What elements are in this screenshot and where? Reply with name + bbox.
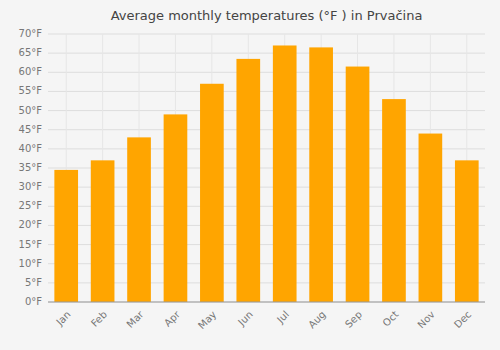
grid-line-y: [48, 110, 485, 111]
x-tick-label: Feb: [89, 309, 109, 329]
bar: [164, 114, 188, 302]
y-tick-label: 0°F: [25, 296, 42, 307]
x-tick-label: Aug: [306, 309, 328, 331]
y-tick-label: 25°F: [19, 200, 43, 211]
x-tick-label: Jan: [53, 309, 72, 328]
x-tick-labels: Jan Feb Mar Apr May Jun Jul Aug Sep Oct Nov Dec: [53, 308, 473, 331]
grid-line-y: [48, 53, 485, 54]
y-tick-label: 40°F: [19, 143, 43, 154]
bar: [91, 160, 115, 302]
grid-line-y: [48, 91, 485, 92]
y-tick-label: 20°F: [19, 219, 43, 230]
chart-container: 0°F 5°F 10°F 15°F 20°F 25°F 30°F 35°F 40°F 45°F 50…: [0, 0, 500, 350]
background: [0, 0, 500, 350]
grid-line-y: [48, 72, 485, 73]
bar: [382, 99, 406, 302]
y-tick-label: 50°F: [19, 105, 43, 116]
y-tick-labels: 0°F 5°F 10°F 15°F 20°F 25°F 30°F 35°F 40°F 45°F 50…: [19, 28, 43, 307]
x-tick-label: Nov: [415, 309, 437, 331]
y-tick-label: 70°F: [19, 28, 43, 39]
y-tick-label: 45°F: [19, 124, 43, 135]
y-tick-label: 15°F: [19, 239, 43, 250]
bars: [54, 45, 478, 302]
y-tick-label: 60°F: [19, 66, 43, 77]
x-tick-label: Sep: [343, 309, 364, 330]
y-tick-label: 5°F: [25, 277, 42, 288]
grid-line-y: [48, 34, 485, 35]
x-axis-line: [48, 302, 485, 303]
bar: [273, 45, 297, 302]
y-tick-label: 30°F: [19, 181, 43, 192]
bar: [346, 67, 370, 302]
y-tick-label: 35°F: [19, 162, 43, 173]
grid-line-y: [48, 129, 485, 130]
chart-svg: 0°F 5°F 10°F 15°F 20°F 25°F 30°F 35°F 40°F 45°F 50…: [0, 0, 500, 350]
bar: [127, 137, 151, 302]
y-tick-label: 10°F: [19, 258, 43, 269]
y-tick-label: 65°F: [19, 47, 43, 58]
bar: [309, 47, 333, 302]
bar: [236, 59, 260, 302]
x-tick-label: Dec: [452, 309, 473, 330]
x-tick-label: Apr: [162, 308, 183, 329]
title: Average monthly temperatures (°F ) in Pr…: [111, 8, 423, 23]
bar: [54, 170, 78, 302]
x-tick-label: May: [196, 309, 218, 331]
bar: [455, 160, 479, 302]
x-tick-label: Jul: [274, 309, 291, 326]
x-tick-label: Oct: [380, 309, 400, 329]
x-tick-label: Jun: [235, 309, 255, 329]
grid: [48, 34, 485, 302]
grid-line-y: [48, 302, 485, 303]
bar: [200, 84, 224, 302]
bar: [419, 134, 443, 302]
y-tick-label: 55°F: [19, 85, 43, 96]
x-tick-label: Mar: [124, 308, 146, 330]
